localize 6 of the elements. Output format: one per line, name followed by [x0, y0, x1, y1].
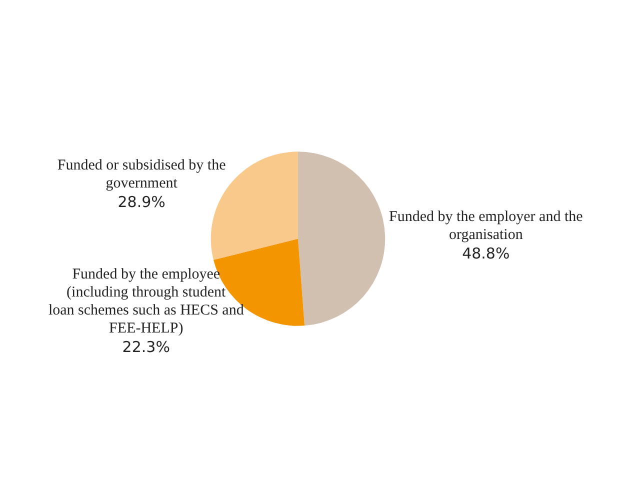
data-label: 48.8%	[462, 244, 510, 262]
data-label: 22.3%	[122, 338, 170, 356]
data-label: 28.9%	[118, 192, 166, 211]
slice-label: Funded by the employee (including through student loan schemes such as HECS and FEE-HELP)	[48, 266, 244, 337]
slice-label: Funded or subsidised by the government	[57, 157, 226, 192]
slice-label: Funded by the employer and the organisation	[389, 208, 584, 243]
